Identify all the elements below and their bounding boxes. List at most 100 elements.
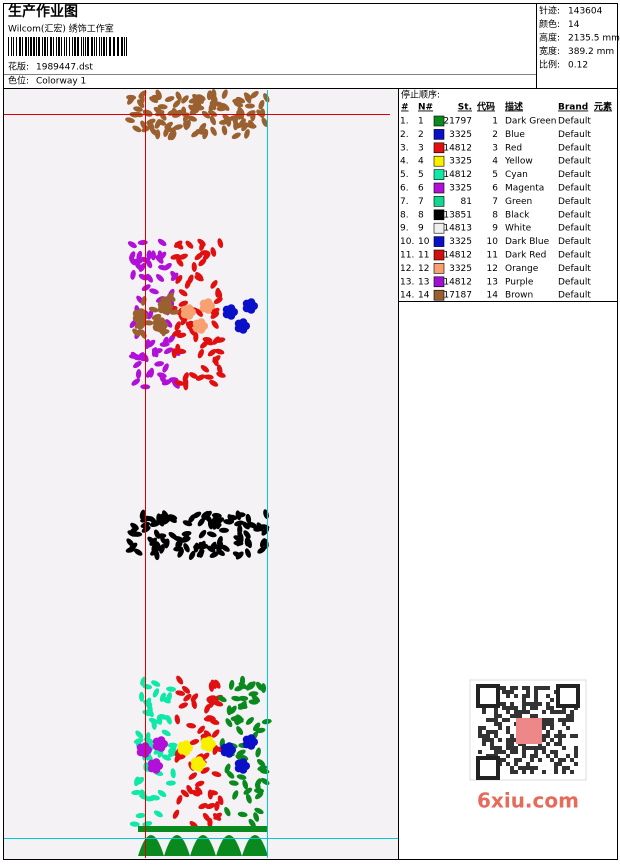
leaf (193, 332, 199, 343)
leaf (211, 522, 222, 529)
row-index: 14. (400, 291, 414, 301)
bar-line (124, 37, 125, 56)
leaf (138, 90, 147, 99)
bar-line (33, 37, 35, 56)
bar-line (28, 37, 29, 56)
leaf (181, 536, 191, 543)
leaf (159, 111, 167, 121)
leaf (170, 768, 176, 779)
leaf (150, 794, 160, 801)
qr-cell (486, 718, 490, 722)
leaf (253, 812, 260, 822)
qr-cell (558, 738, 562, 742)
leaf (191, 130, 200, 138)
leaf (154, 361, 165, 367)
color-swatch (433, 129, 445, 140)
leaf (151, 94, 162, 101)
leaf (137, 99, 145, 108)
leaf (183, 693, 192, 702)
row-code: 14 (487, 291, 499, 301)
color-swatch (433, 142, 445, 154)
design-label: 花版: (8, 61, 29, 73)
leaf (236, 749, 246, 756)
qr-cell (514, 694, 518, 698)
row-needle: 1 (418, 117, 424, 127)
leaf (178, 253, 188, 260)
leaf (177, 548, 184, 558)
qr-cell (522, 710, 526, 714)
qr-cell (534, 746, 538, 750)
leaf (162, 363, 169, 373)
leaf (239, 121, 249, 128)
leaf (166, 686, 177, 692)
qr-cell (518, 710, 522, 714)
qr-cell (554, 734, 558, 738)
qr-cell (530, 702, 534, 706)
color-swatch (433, 289, 445, 301)
row-needle: 10 (418, 237, 430, 247)
row-stitches: 3325 (449, 184, 472, 194)
qr-cell (522, 706, 526, 710)
qr-cell (506, 706, 510, 710)
leaf (175, 754, 186, 760)
row-needle: 4 (418, 157, 424, 167)
qr-cell (562, 722, 566, 726)
row-stitches: 17187 (443, 291, 472, 301)
leaf (212, 355, 221, 363)
qr-cell (550, 726, 554, 730)
row-index: 2. (400, 130, 409, 140)
leaf (174, 242, 184, 250)
qr-cell (522, 702, 526, 706)
qr-cell (510, 714, 514, 718)
leaf (154, 550, 160, 561)
leaf (175, 91, 182, 101)
qr-code (476, 684, 580, 780)
petal (197, 318, 206, 327)
leaf (234, 520, 244, 527)
leaf (198, 94, 204, 104)
bar-line (85, 37, 86, 56)
qr-cell (534, 706, 538, 710)
leaf (210, 93, 218, 103)
leaf (129, 526, 139, 534)
qr-cell (534, 714, 538, 718)
bar-line (69, 37, 70, 56)
qr-cell (486, 734, 490, 738)
design-file: 1989447.dst (36, 63, 93, 73)
leaf (234, 685, 244, 692)
row-code: 12 (487, 264, 498, 274)
leaf (183, 543, 190, 553)
leaf (231, 132, 241, 140)
leaf (172, 809, 180, 819)
leaf (244, 536, 250, 547)
leaf (183, 380, 189, 391)
qr-cell (486, 730, 490, 734)
qr-cell (538, 686, 542, 690)
leaf (140, 676, 147, 686)
leaf (241, 521, 250, 530)
leaf (136, 354, 147, 362)
qr-cell (542, 734, 546, 738)
row-index: 3. (400, 143, 409, 153)
leaf (159, 692, 166, 702)
leaf (189, 739, 200, 746)
leaf (157, 119, 167, 126)
qr-cell (490, 718, 494, 722)
column-header: # (401, 103, 409, 113)
row-code: 9 (492, 224, 498, 234)
qr-cell (522, 698, 526, 702)
leaf (210, 311, 220, 319)
leaf (150, 250, 156, 261)
row-brand: Default (558, 277, 591, 287)
leaf (207, 789, 213, 800)
scallop (190, 835, 216, 856)
row-index: 9. (400, 224, 409, 234)
leaf (211, 544, 222, 550)
leaf (194, 275, 204, 282)
row-code: 5 (492, 170, 498, 180)
stats: 针迹: 143604 颜色: 14 高度: 2135.5 mm 宽度: 389.2 mm 比例:… (539, 5, 620, 71)
leaf (172, 380, 180, 389)
bar-line (121, 37, 123, 56)
qr-cell (478, 730, 482, 734)
bar-line (13, 37, 14, 56)
